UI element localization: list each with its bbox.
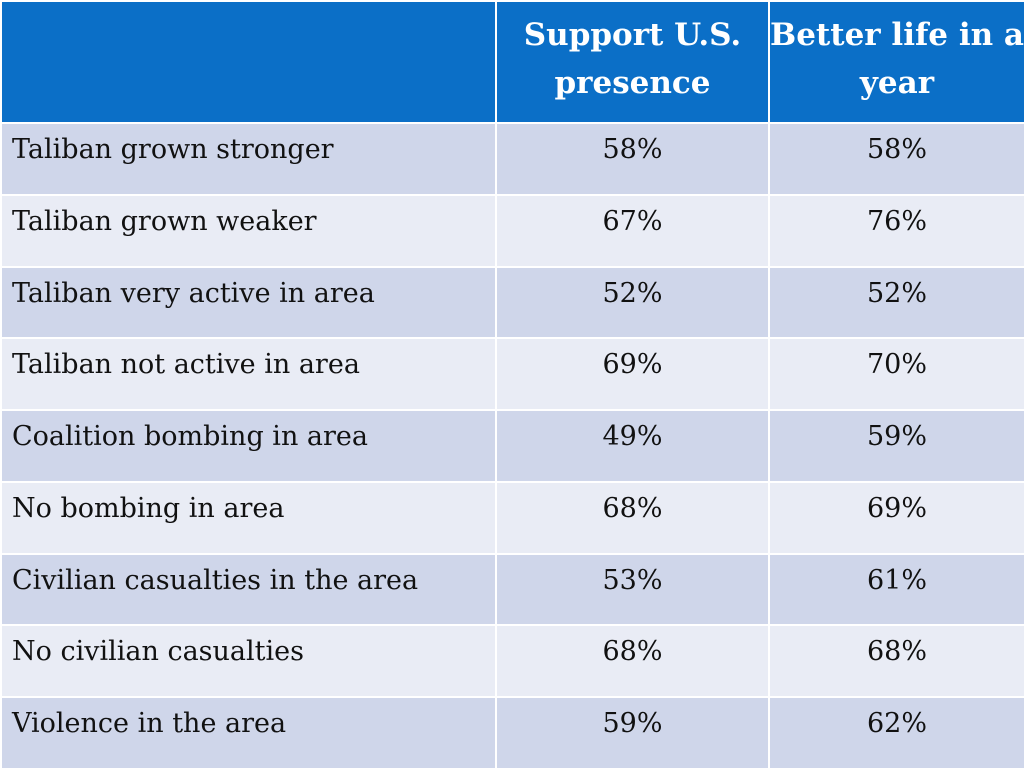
row-label: No bombing in area bbox=[0, 480, 497, 555]
column-header-support: Support U.S. presence bbox=[495, 0, 770, 124]
table-row: No bombing in area 68% 69% bbox=[0, 480, 1024, 555]
better-life-value: 70% bbox=[768, 337, 1024, 411]
table-row: No civilian casualties 68% 68% bbox=[0, 624, 1024, 698]
row-label: No civilian casualties bbox=[0, 624, 497, 698]
row-label: Civilian casualties in the area bbox=[0, 552, 497, 627]
better-life-value: 61% bbox=[768, 552, 1024, 627]
support-value: 58% bbox=[495, 122, 770, 196]
better-life-value: 69% bbox=[768, 480, 1024, 555]
better-life-value: 76% bbox=[768, 193, 1024, 268]
table-row: Taliban very active in area 52% 52% bbox=[0, 265, 1024, 340]
better-life-value: 58% bbox=[768, 122, 1024, 196]
row-label: Taliban very active in area bbox=[0, 265, 497, 340]
table-row: Taliban grown weaker 67% 76% bbox=[0, 193, 1024, 268]
row-label: Coalition bombing in area bbox=[0, 409, 497, 483]
table-row: Taliban grown stronger 58% 58% bbox=[0, 122, 1024, 196]
row-label: Taliban grown weaker bbox=[0, 193, 497, 268]
support-value: 68% bbox=[495, 624, 770, 698]
support-value: 49% bbox=[495, 409, 770, 483]
table-row: Violence in the area 59% 62% bbox=[0, 696, 1024, 770]
support-value: 59% bbox=[495, 696, 770, 770]
support-value: 69% bbox=[495, 337, 770, 411]
better-life-value: 59% bbox=[768, 409, 1024, 483]
column-header-empty bbox=[0, 0, 497, 124]
support-value: 53% bbox=[495, 552, 770, 627]
support-value: 68% bbox=[495, 480, 770, 555]
table-row: Taliban not active in area 69% 70% bbox=[0, 337, 1024, 411]
better-life-value: 52% bbox=[768, 265, 1024, 340]
row-label: Violence in the area bbox=[0, 696, 497, 770]
row-label: Taliban not active in area bbox=[0, 337, 497, 411]
table-row: Civilian casualties in the area 53% 61% bbox=[0, 552, 1024, 627]
table-row: Coalition bombing in area 49% 59% bbox=[0, 409, 1024, 483]
better-life-value: 62% bbox=[768, 696, 1024, 770]
better-life-value: 68% bbox=[768, 624, 1024, 698]
row-label: Taliban grown stronger bbox=[0, 122, 497, 196]
header-row: Support U.S. presence Better life in a y… bbox=[0, 0, 1024, 124]
support-value: 52% bbox=[495, 265, 770, 340]
column-header-better-life: Better life in a year bbox=[768, 0, 1024, 124]
support-value: 67% bbox=[495, 193, 770, 268]
